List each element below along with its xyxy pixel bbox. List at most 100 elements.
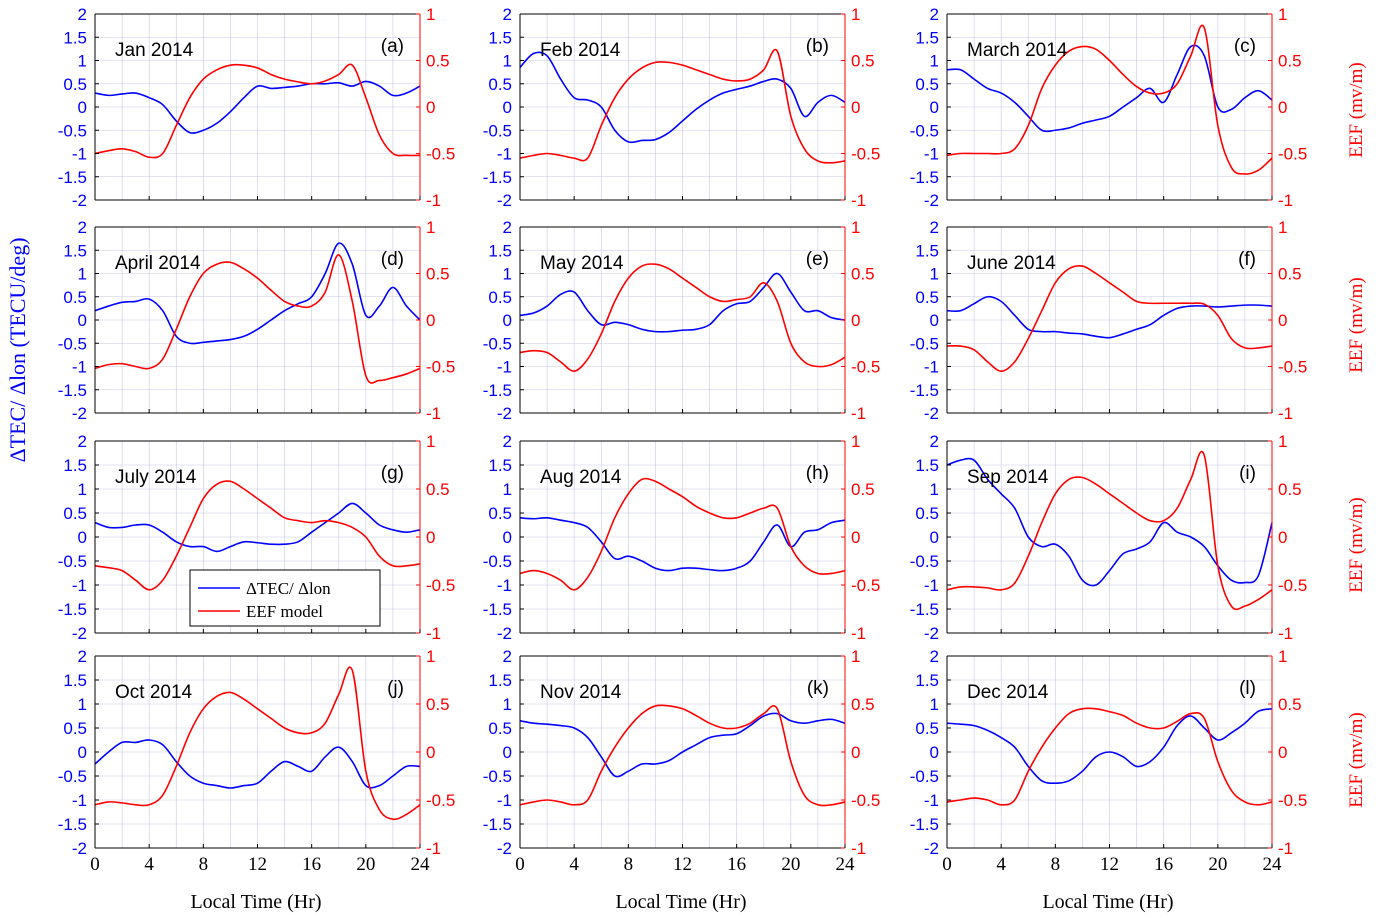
panel-title: Aug 2014 xyxy=(540,467,622,488)
right-tick-label: 1 xyxy=(851,432,860,451)
right-tick-label: 0 xyxy=(426,98,435,117)
left-tick-label: -1 xyxy=(497,145,512,164)
left-tick-label: -1 xyxy=(497,576,512,595)
left-tick-label: 2 xyxy=(503,647,512,666)
x-tick-label: 24 xyxy=(836,854,856,875)
x-tick-label: 24 xyxy=(411,854,431,875)
legend-label-eef: EEF model xyxy=(246,602,323,621)
right-tick-label: 0 xyxy=(1278,311,1287,330)
x-tick-label: 4 xyxy=(144,854,154,875)
left-tick-label: -0.5 xyxy=(910,121,939,140)
left-tick-label: 2 xyxy=(503,5,512,24)
left-tick-label: 1.5 xyxy=(63,671,87,690)
left-tick-label: 0.5 xyxy=(915,719,939,738)
left-tick-label: -2 xyxy=(924,839,939,858)
right-tick-label: 0.5 xyxy=(851,265,875,284)
left-tick-label: 2 xyxy=(930,5,939,24)
tec-series-line xyxy=(946,295,1273,339)
left-tick-label: 0 xyxy=(930,98,939,117)
x-tick-label: 16 xyxy=(727,854,746,875)
right-tick-label: -0.5 xyxy=(1278,791,1307,810)
x-tick-label: 8 xyxy=(1051,854,1061,875)
left-tick-label: -1.5 xyxy=(910,815,939,834)
right-axis-label-row2: EEF (mv/m) xyxy=(1346,277,1367,373)
left-tick-label: 0 xyxy=(78,311,87,330)
left-tick-label: 0.5 xyxy=(488,719,512,738)
left-tick-label: 0 xyxy=(78,98,87,117)
x-axis-label-col3: Local Time (Hr) xyxy=(1042,891,1173,913)
left-tick-label: -1.5 xyxy=(910,381,939,400)
panel-title: Oct 2014 xyxy=(115,682,193,703)
panel-5: -2 -1.5 -1 -0.5 0 0.5 1 1.5 2 -1 -0.5 0 0.5 1 May 2014… xyxy=(483,218,881,423)
panel-tag: (d) xyxy=(381,249,404,270)
right-tick-label: 1 xyxy=(1278,432,1287,451)
left-tick-label: -2 xyxy=(924,191,939,210)
panel-7: -2 -1.5 -1 -0.5 0 0.5 1 1.5 2 -1 -0.5 0 0.5 1 July 201… xyxy=(58,432,456,643)
left-tick-label: 1.5 xyxy=(488,28,512,47)
left-tick-label: 1 xyxy=(930,480,939,499)
right-tick-label: -1 xyxy=(851,624,866,643)
right-tick-label: -0.5 xyxy=(426,358,455,377)
right-tick-label: -1 xyxy=(426,404,441,423)
left-tick-label: -1 xyxy=(497,358,512,377)
x-tick-label: 8 xyxy=(624,854,634,875)
eef-series-line xyxy=(519,263,846,372)
left-tick-label: -1.5 xyxy=(910,168,939,187)
x-tick-label: 12 xyxy=(1100,854,1119,875)
right-tick-label: -1 xyxy=(851,839,866,858)
right-tick-label: 1 xyxy=(1278,647,1287,666)
panel-1: -2 -1.5 -1 -0.5 0 0.5 1 1.5 2 -1 -0.5 0 0.5 1 Jan 2014… xyxy=(58,5,456,210)
left-tick-label: -1.5 xyxy=(910,600,939,619)
right-tick-label: -1 xyxy=(1278,191,1293,210)
left-tick-label: 2 xyxy=(930,647,939,666)
panel-tag: (a) xyxy=(381,36,404,57)
left-tick-label: -1.5 xyxy=(58,815,87,834)
right-tick-label: 0.5 xyxy=(1278,480,1302,499)
left-tick-label: 1.5 xyxy=(915,671,939,690)
tec-series-line xyxy=(519,51,846,144)
panel-tag: (g) xyxy=(381,463,404,484)
right-axis-label-row1: EEF (mv/m) xyxy=(1346,62,1367,158)
eef-series-line xyxy=(519,477,846,591)
tec-series-line xyxy=(94,502,421,553)
left-tick-label: 0.5 xyxy=(63,504,87,523)
left-tick-label: -2 xyxy=(924,624,939,643)
panel-12: -2 -1.5 -1 -0.5 0 0.5 1 1.5 2 -1 -0.5 0 0.5 1 0 4 8 12 16 2… xyxy=(910,647,1308,875)
left-tick-label: 0.5 xyxy=(915,504,939,523)
panel-tag: (f) xyxy=(1238,249,1256,270)
left-tick-label: 1 xyxy=(930,265,939,284)
eef-series-line xyxy=(94,666,421,821)
left-tick-label: -1.5 xyxy=(483,381,512,400)
panel-6: -2 -1.5 -1 -0.5 0 0.5 1 1.5 2 -1 -0.5 0 0.5 1 June 201… xyxy=(910,218,1308,423)
left-tick-label: 0 xyxy=(503,528,512,547)
left-tick-label: 1.5 xyxy=(488,671,512,690)
right-tick-label: 1 xyxy=(426,432,435,451)
x-axis-label-col2: Local Time (Hr) xyxy=(615,891,746,913)
left-tick-label: 0.5 xyxy=(915,75,939,94)
tec-series-line xyxy=(94,242,421,345)
eef-series-line xyxy=(94,480,421,591)
tec-series-line xyxy=(94,739,421,789)
eef-series-line xyxy=(94,254,421,384)
panel-title: Feb 2014 xyxy=(540,40,621,61)
panel-title: July 2014 xyxy=(115,467,197,488)
right-tick-label: 0 xyxy=(1278,743,1287,762)
panel-10: -2 -1.5 -1 -0.5 0 0.5 1 1.5 2 -1 -0.5 0 0.5 1 0 4 8 12 16 2… xyxy=(58,647,456,875)
panel-2: -2 -1.5 -1 -0.5 0 0.5 1 1.5 2 -1 -0.5 0 0.5 1 Feb 2014… xyxy=(483,5,881,210)
right-tick-label: -1 xyxy=(851,404,866,423)
right-tick-label: 0 xyxy=(426,528,435,547)
left-tick-label: 1.5 xyxy=(63,456,87,475)
left-tick-label: 2 xyxy=(503,432,512,451)
right-tick-label: 0.5 xyxy=(1278,52,1302,71)
tec-series-line xyxy=(519,272,846,333)
x-tick-label: 16 xyxy=(1154,854,1173,875)
x-tick-label: 20 xyxy=(356,854,375,875)
tec-series-line xyxy=(946,44,1273,133)
right-tick-label: -0.5 xyxy=(426,145,455,164)
left-tick-label: -1.5 xyxy=(483,168,512,187)
left-tick-label: 2 xyxy=(930,218,939,237)
left-tick-label: 0 xyxy=(78,743,87,762)
left-tick-label: -0.5 xyxy=(58,552,87,571)
legend-box xyxy=(189,569,381,627)
left-tick-label: 0 xyxy=(503,98,512,117)
